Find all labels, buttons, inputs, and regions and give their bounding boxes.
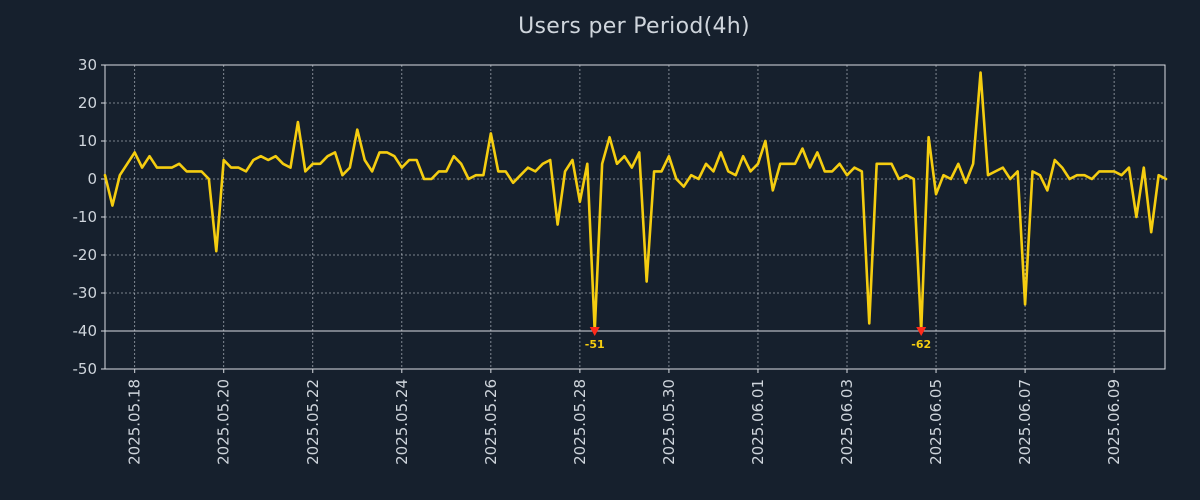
- chart-title: Users per Period(4h): [518, 14, 750, 39]
- x-axis-ticks: 2025.05.18 2025.05.20 2025.05.22 2025.05.24…: [126, 369, 1123, 465]
- annotation-layer: -51 -62: [585, 327, 931, 351]
- y-tick-label: -20: [73, 246, 98, 264]
- series-layer: [103, 71, 1168, 333]
- y-tick-label: 30: [78, 56, 97, 74]
- min-annotation-label: -51: [585, 338, 605, 351]
- y-tick-label: -10: [73, 208, 98, 226]
- x-tick-label: 2025.05.26: [482, 379, 500, 465]
- x-tick-label: 2025.05.18: [126, 379, 144, 465]
- y-tick-label: 0: [87, 170, 97, 188]
- y-tick-label: -50: [73, 360, 98, 378]
- grid-layer: [105, 64, 1165, 370]
- x-tick-label: 2025.06.03: [838, 379, 856, 465]
- x-tick-label: 2025.05.20: [215, 379, 233, 465]
- min-marker: [916, 327, 927, 336]
- series-line: [103, 71, 1168, 333]
- min-marker: [589, 327, 600, 336]
- x-tick-label: 2025.05.22: [304, 379, 322, 465]
- y-tick-label: -30: [73, 284, 98, 302]
- y-tick-label: 10: [78, 132, 97, 150]
- y-tick-label: -40: [73, 322, 98, 340]
- x-tick-label: 2025.05.28: [571, 379, 589, 465]
- y-axis-ticks: 30 20 10 0 -10 -20 -30 -40 -50: [73, 56, 105, 378]
- x-tick-label: 2025.06.01: [749, 379, 767, 465]
- x-tick-label: 2025.06.05: [927, 379, 945, 465]
- y-tick-label: 20: [78, 94, 97, 112]
- x-tick-label: 2025.06.09: [1105, 379, 1123, 465]
- min-annotation-label: -62: [911, 338, 931, 351]
- x-tick-label: 2025.06.07: [1016, 379, 1034, 465]
- x-tick-label: 2025.05.30: [660, 379, 678, 465]
- x-tick-label: 2025.05.24: [393, 379, 411, 465]
